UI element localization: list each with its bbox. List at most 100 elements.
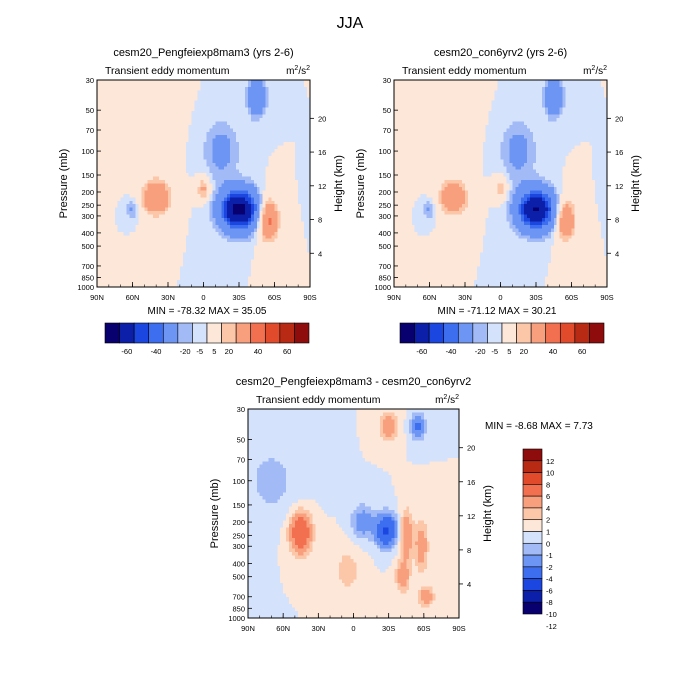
heatmap-cell	[506, 100, 510, 105]
heatmap-cell	[224, 176, 228, 181]
heatmap-cell	[224, 149, 228, 153]
heatmap-cell	[271, 173, 275, 177]
heatmap-cell	[286, 211, 290, 215]
heatmap-cell	[280, 86, 284, 91]
heatmap-cell	[203, 117, 207, 122]
heatmap-cell	[408, 104, 413, 108]
heatmap-cell	[253, 138, 258, 143]
heatmap-cell	[200, 145, 204, 150]
heatmap-cell	[250, 180, 255, 184]
heatmap-cell	[138, 238, 142, 243]
heatmap-cell	[141, 193, 145, 198]
heatmap-cell	[432, 97, 436, 102]
heatmap-cell	[102, 252, 107, 257]
heatmap-cell	[111, 211, 116, 215]
heatmap-cell	[241, 276, 246, 281]
heatmap-cell	[150, 193, 154, 198]
heatmap-cell	[259, 218, 264, 222]
heatmap-cell	[185, 193, 190, 198]
heatmap-cell	[153, 159, 157, 164]
heatmap-cell	[265, 238, 269, 243]
heatmap-cell	[268, 186, 272, 191]
heatmap-cell	[144, 90, 148, 95]
heatmap-cell	[165, 269, 169, 274]
heatmap-cell	[153, 190, 157, 195]
heatmap-cell	[438, 104, 442, 108]
heatmap-cell	[203, 155, 207, 160]
heatmap-cell	[153, 93, 157, 98]
heatmap-cell	[159, 190, 163, 195]
heatmap-cell	[230, 273, 234, 278]
heatmap-cell	[188, 255, 193, 260]
heatmap-cell	[530, 90, 534, 95]
heatmap-cell	[227, 231, 231, 236]
heatmap-cell	[185, 235, 190, 240]
heatmap-cell	[102, 149, 107, 153]
heatmap-cell	[132, 142, 136, 146]
heatmap-cell	[159, 276, 163, 281]
heatmap-cell	[295, 173, 299, 177]
heatmap-cell	[604, 80, 608, 84]
heatmap-cell	[114, 190, 119, 195]
heatmap-cell	[132, 218, 136, 222]
heatmap-cell	[280, 283, 284, 288]
heatmap-cell	[536, 93, 540, 98]
heatmap-cell	[236, 166, 240, 171]
heatmap-cell	[209, 107, 213, 112]
heatmap-cell	[289, 155, 293, 160]
heatmap-cell	[179, 245, 184, 250]
heatmap-cell	[233, 169, 237, 174]
heatmap-cell	[456, 80, 460, 84]
heatmap-cell	[144, 100, 148, 105]
heatmap-cell	[117, 280, 122, 284]
heatmap-cell	[173, 124, 178, 129]
heatmap-cell	[176, 200, 181, 205]
heatmap-cell	[283, 80, 287, 84]
heatmap-cell	[518, 83, 522, 88]
heatmap-cell	[280, 197, 284, 202]
heatmap-cell	[301, 214, 305, 219]
heatmap-cell	[200, 86, 204, 91]
heatmap-cell	[244, 262, 249, 267]
heatmap-cell	[274, 218, 278, 222]
heatmap-cell	[182, 142, 187, 146]
heatmap-cell	[574, 97, 578, 102]
heatmap-cell	[215, 80, 219, 84]
heatmap-cell	[295, 207, 299, 212]
heatmap-cell	[283, 149, 287, 153]
heatmap-cell	[206, 276, 210, 281]
heatmap-cell	[307, 193, 311, 198]
heatmap-cell	[126, 121, 130, 126]
heatmap-cell	[168, 80, 172, 84]
heatmap-cell	[176, 86, 181, 91]
heatmap-cell	[170, 131, 175, 136]
heatmap-cell	[462, 97, 466, 102]
heatmap-cell	[253, 180, 258, 184]
heatmap-cell	[99, 83, 104, 88]
heatmap-cell	[170, 193, 175, 198]
heatmap-cell	[482, 90, 487, 95]
heatmap-cell	[467, 93, 472, 98]
heatmap-cell	[259, 266, 264, 271]
heatmap-cell	[150, 249, 154, 253]
heatmap-cell	[170, 269, 175, 274]
heatmap-cell	[159, 245, 163, 250]
heatmap-cell	[589, 104, 593, 108]
heatmap-cell	[298, 235, 302, 240]
heatmap-cell	[159, 255, 163, 260]
heatmap-cell	[262, 155, 267, 160]
heatmap-cell	[271, 90, 275, 95]
heatmap-cell	[147, 135, 151, 140]
heatmap-cell	[292, 124, 296, 129]
heatmap-cell	[277, 83, 281, 88]
heatmap-cell	[280, 228, 284, 233]
heatmap-cell	[99, 86, 104, 91]
heatmap-cell	[162, 162, 166, 167]
heatmap-cell	[150, 90, 154, 95]
heatmap-cell	[203, 162, 207, 167]
heatmap-cell	[168, 180, 172, 184]
heatmap-cell	[295, 204, 299, 209]
heatmap-cell	[135, 107, 139, 112]
heatmap-cell	[423, 90, 427, 95]
heatmap-cell	[191, 183, 196, 188]
